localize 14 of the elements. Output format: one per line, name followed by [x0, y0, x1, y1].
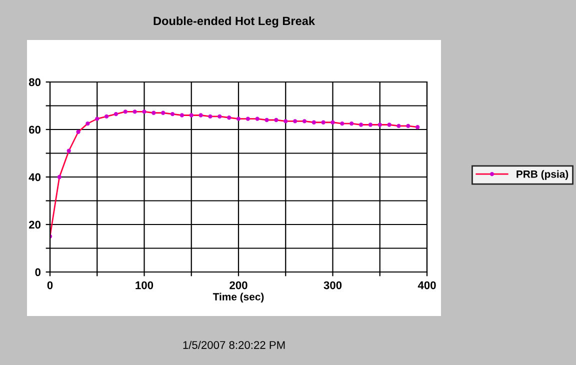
chart-title: Double-ended Hot Leg Break — [154, 16, 316, 28]
x-tick-label: 300 — [324, 281, 342, 290]
text: 1/5/2007 8:20:22 PM — [183, 340, 285, 349]
legend-label: PRB (psia) — [516, 170, 568, 180]
x-tick-label: 400 — [418, 281, 436, 290]
x-tick-label: 100 — [136, 281, 154, 290]
x-tick-label: 0 — [47, 281, 53, 290]
x-axis-title: Time (sec) — [212, 292, 264, 302]
x-tick-label: 200 — [230, 281, 248, 290]
y-tick-label: 40 — [28, 173, 41, 182]
y-tick-label: 20 — [29, 220, 41, 229]
y-tick-label: 80 — [28, 78, 41, 86]
y-tick-label: 0 — [35, 268, 41, 276]
y-tick-label: 60 — [29, 126, 41, 134]
